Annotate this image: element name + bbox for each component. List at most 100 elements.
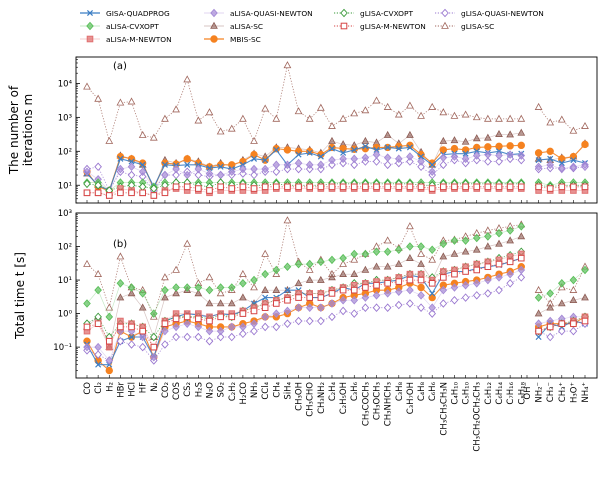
legend-marker-alisa-cvxopt bbox=[86, 21, 94, 31]
point-glisa-m-newton-b-25 bbox=[362, 284, 369, 291]
point-alisa-quasi-newton-a-25 bbox=[361, 153, 370, 162]
point-glisa-m-newton-a-39 bbox=[517, 183, 525, 191]
point-alisa-quasi-newton-a-14 bbox=[239, 164, 247, 174]
point-alisa-cvxopt-b-26 bbox=[372, 247, 381, 257]
point-glisa-quasi-newton-b-4 bbox=[127, 340, 136, 349]
point-glisa-sc-a-1 bbox=[94, 94, 103, 102]
point-glisa-sc-a-38 bbox=[506, 114, 515, 122]
x-tick-label: C₆H₁₄ bbox=[495, 381, 505, 404]
point-glisa-quasi-newton-b-20 bbox=[305, 316, 314, 326]
point-mbis-sc-a-33 bbox=[450, 144, 459, 153]
point-glisa-sc-a-12 bbox=[216, 127, 225, 135]
panel-a-ytick-label: 10³ bbox=[58, 113, 72, 123]
point-alisa-sc-a-32 bbox=[439, 136, 448, 144]
point-gisa-quadprog-a-19 bbox=[295, 151, 302, 158]
point-alisa-cvxopt-b-5 bbox=[138, 289, 147, 298]
point-glisa-sc-a-27 bbox=[383, 102, 392, 110]
point-mbis-sc-b-2 bbox=[105, 366, 113, 375]
point-glisa-m-newton-a-0 bbox=[83, 189, 91, 197]
point-alisa-m-newton-b-29 bbox=[406, 270, 414, 278]
point-alisa-quasi-newton-b-34 bbox=[461, 280, 470, 290]
panel-b-frame bbox=[75, 212, 598, 379]
point-glisa-m-newton-b-18 bbox=[284, 296, 291, 304]
legend-label-alisa-sc: aLISA-SC bbox=[230, 22, 263, 31]
point-alisa-quasi-newton-b-9 bbox=[183, 319, 192, 328]
legend-marker-glisa-m-newton bbox=[340, 22, 348, 30]
point-gisa-quadprog-a-20 bbox=[306, 149, 313, 156]
point-alisa-quasi-newton-a-37 bbox=[495, 151, 503, 160]
point-glisa-sc-a-41 bbox=[534, 102, 543, 110]
point-alisa-quasi-newton-b-39 bbox=[517, 265, 526, 275]
point-glisa-m-newton-b-0 bbox=[83, 323, 91, 331]
point-glisa-sc-b-16 bbox=[261, 249, 270, 257]
point-alisa-quasi-newton-b-5 bbox=[138, 332, 147, 342]
point-glisa-m-newton-a-11 bbox=[206, 187, 213, 194]
point-gisa-quadprog-a-29 bbox=[406, 144, 413, 151]
x-tick-label: SiH₄ bbox=[283, 381, 293, 399]
x-tick-label: CH₃COCH₃ bbox=[361, 382, 371, 426]
point-glisa-m-newton-a-33 bbox=[451, 183, 458, 191]
point-alisa-sc-b-16 bbox=[261, 285, 270, 293]
point-glisa-m-newton-a-18 bbox=[284, 183, 291, 191]
point-glisa-quasi-newton-b-9 bbox=[183, 332, 192, 342]
point-gisa-quadprog-a-3 bbox=[117, 155, 124, 162]
point-alisa-quasi-newton-a-42 bbox=[546, 160, 555, 170]
point-alisa-quasi-newton-b-30 bbox=[417, 291, 425, 300]
point-alisa-quasi-newton-b-14 bbox=[239, 322, 247, 332]
point-glisa-m-newton-a-26 bbox=[373, 183, 380, 191]
point-alisa-sc-b-29 bbox=[406, 253, 414, 261]
point-mbis-sc-a-18 bbox=[283, 146, 292, 154]
point-glisa-quasi-newton-b-38 bbox=[506, 279, 514, 288]
point-mbis-sc-a-44 bbox=[569, 152, 578, 161]
x-tick-label: SO₂ bbox=[217, 382, 227, 398]
point-glisa-m-newton-b-33 bbox=[451, 270, 458, 278]
legend-label-glisa-sc: gLISA-SC bbox=[461, 22, 494, 31]
point-alisa-quasi-newton-a-36 bbox=[484, 150, 492, 159]
point-glisa-quasi-newton-a-30 bbox=[417, 162, 425, 172]
point-glisa-sc-b-18 bbox=[283, 216, 292, 224]
point-glisa-sc-a-30 bbox=[417, 111, 425, 119]
point-glisa-sc-b-14 bbox=[239, 269, 247, 277]
point-mbis-sc-a-19 bbox=[294, 147, 303, 156]
line-glisa-sc-b bbox=[86, 220, 522, 319]
point-glisa-m-newton-b-41 bbox=[535, 327, 542, 335]
point-alisa-quasi-newton-b-2 bbox=[105, 356, 114, 365]
point-gisa-quadprog-a-41 bbox=[535, 157, 542, 164]
legend-entry-glisa-sc: gLISA-SC bbox=[435, 21, 494, 31]
point-glisa-m-newton-b-28 bbox=[395, 278, 403, 285]
point-glisa-sc-b-23 bbox=[339, 259, 347, 267]
point-alisa-quasi-newton-a-43 bbox=[557, 164, 566, 174]
point-alisa-quasi-newton-a-0 bbox=[83, 167, 91, 177]
point-alisa-quasi-newton-b-21 bbox=[317, 303, 325, 312]
point-glisa-sc-b-2 bbox=[105, 303, 114, 311]
point-glisa-m-newton-b-13 bbox=[228, 313, 236, 321]
point-glisa-quasi-newton-a-24 bbox=[350, 160, 359, 170]
point-glisa-m-newton-b-4 bbox=[128, 323, 135, 331]
line-alisa-quasi-newton-b bbox=[87, 269, 522, 362]
panel-a-ylabel-line2: iterations m bbox=[21, 94, 35, 166]
line-alisa-quasi-newton-a bbox=[86, 154, 522, 192]
point-alisa-quasi-newton-a-23 bbox=[339, 154, 347, 164]
point-alisa-sc-b-10 bbox=[194, 289, 203, 297]
line-alisa-cvxopt-b bbox=[86, 225, 522, 318]
x-tick-label: HBr bbox=[116, 381, 126, 397]
point-gisa-quadprog-a-11 bbox=[206, 165, 213, 172]
point-mbis-sc-a-29 bbox=[406, 141, 414, 150]
point-glisa-sc-b-30 bbox=[417, 249, 425, 257]
point-glisa-quasi-newton-b-18 bbox=[283, 319, 292, 328]
legend-entry-alisa-cvxopt: aLISA-CVXOPT bbox=[80, 21, 159, 31]
panel-b-ytick-label: 10³ bbox=[58, 209, 72, 219]
point-glisa-m-newton-b-22 bbox=[328, 290, 336, 297]
point-alisa-sc-a-25 bbox=[361, 136, 370, 144]
legend-label-gisa-quadprog: GISA-QUADPROG bbox=[106, 9, 170, 18]
x-tick-label: CH₃⁺ bbox=[558, 382, 568, 402]
point-glisa-m-newton-a-2 bbox=[105, 192, 113, 199]
point-gisa-quadprog-a-24 bbox=[351, 146, 358, 153]
point-alisa-quasi-newton-b-24 bbox=[350, 295, 359, 305]
point-glisa-m-newton-b-6 bbox=[150, 343, 158, 351]
point-glisa-quasi-newton-b-14 bbox=[239, 329, 247, 339]
point-alisa-quasi-newton-a-22 bbox=[328, 155, 336, 165]
point-glisa-quasi-newton-b-37 bbox=[495, 285, 503, 295]
point-mbis-sc-a-12 bbox=[216, 161, 225, 169]
x-tick-label: H₃O⁺ bbox=[569, 382, 579, 403]
